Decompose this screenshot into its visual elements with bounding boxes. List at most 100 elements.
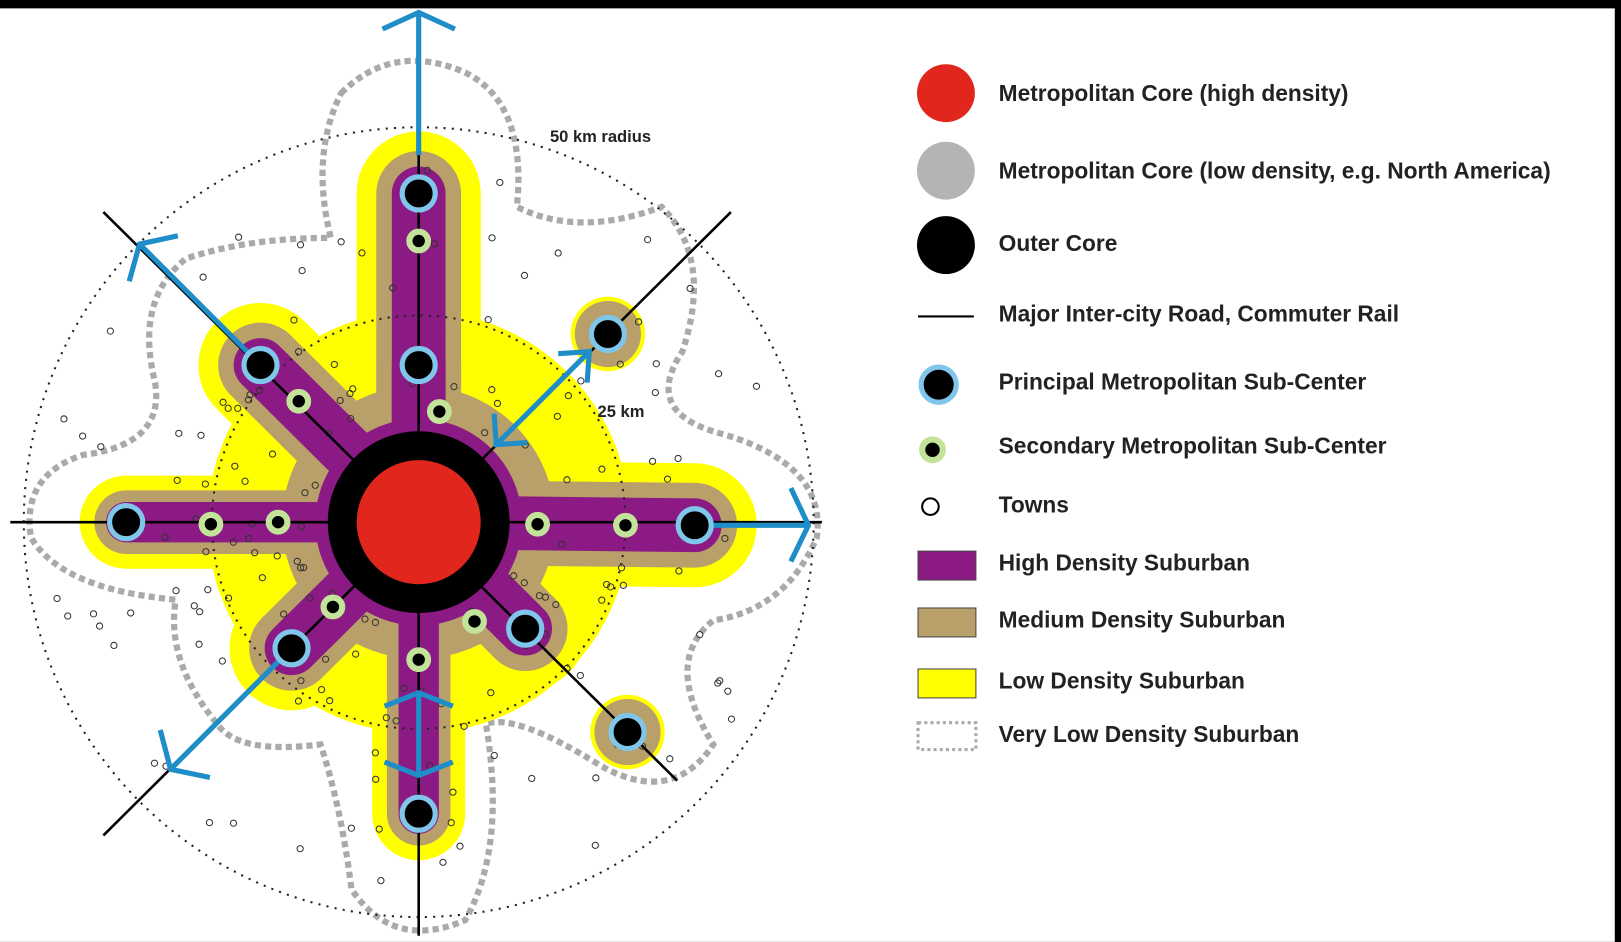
legend-label: Very Low Density Suburban [999,721,1300,747]
town [172,587,180,595]
town [224,594,233,602]
town [246,391,254,399]
town [577,377,585,385]
principal-sub-center [106,503,146,542]
town [245,534,253,543]
secondary-sub-center [198,511,224,537]
town [106,327,115,335]
town [279,610,288,618]
town [297,677,305,685]
town [64,612,72,620]
legend-label: High Density Suburban [999,550,1250,576]
town [300,563,308,572]
town [714,370,723,378]
town [634,318,643,326]
town [493,399,502,408]
town [201,480,209,488]
town [598,465,606,473]
town [716,677,724,685]
town [439,858,447,866]
town [392,717,400,725]
principal-sub-center [272,629,311,668]
town [297,522,306,531]
town [330,360,338,369]
town [447,819,455,827]
town [617,564,626,572]
legend-label: Towns [999,492,1069,518]
town [377,877,385,885]
town [205,818,214,827]
town [219,398,227,406]
legend-icon [919,436,946,464]
town [110,641,118,650]
town [591,841,599,849]
town [97,443,105,451]
town [490,751,498,760]
town [175,429,183,437]
town [686,284,694,293]
secondary-sub-center [613,512,638,538]
town [361,615,369,623]
town [190,602,198,610]
town [460,722,468,730]
arrow [491,348,593,448]
town [234,404,242,412]
secondary-sub-center [286,388,312,414]
principal-sub-center [506,609,545,648]
legend-label: Principal Metropolitan Sub-Center [999,369,1367,395]
town [255,386,264,394]
growth-arrows [126,9,812,781]
annotation: 25 km [598,402,645,421]
town [450,382,458,391]
metropolitan-core [356,460,481,585]
town [337,238,345,246]
town [224,404,232,412]
town [336,396,344,405]
town [352,650,360,658]
principal-sub-center [399,794,438,833]
town [127,609,135,617]
town [724,687,732,695]
town [195,640,203,648]
town [244,396,253,404]
arrow [381,9,456,156]
town [389,284,397,292]
town [510,572,518,580]
legend-icon [916,141,975,200]
town [375,825,383,833]
principal-sub-center [241,345,280,385]
town [95,622,104,630]
town [79,432,87,440]
town [752,382,761,390]
legend-label: Outer Core [999,230,1118,256]
town [202,548,210,556]
arrow [383,689,454,779]
legend-label: Medium Density Suburban [999,606,1286,632]
town [554,249,562,257]
principal-sub-center [675,506,714,545]
town [258,574,266,582]
town [558,540,566,548]
town [721,534,729,543]
secondary-sub-center [406,228,432,254]
town [382,714,390,722]
town [714,679,722,687]
town [488,386,496,394]
legend-icon [917,668,977,699]
town [564,392,572,400]
town [326,697,334,705]
legend-icon [916,64,975,123]
town [484,316,492,324]
legend-label: Low Density Suburban [999,667,1245,693]
secondary-sub-center [320,594,346,620]
principal-sub-center [608,712,647,752]
town [696,631,704,639]
town [423,166,431,175]
town [607,583,615,591]
principal-sub-center [588,314,628,354]
town [371,749,379,757]
town [296,845,304,853]
town [296,241,305,249]
legend-icon [916,721,978,752]
town [229,538,237,546]
